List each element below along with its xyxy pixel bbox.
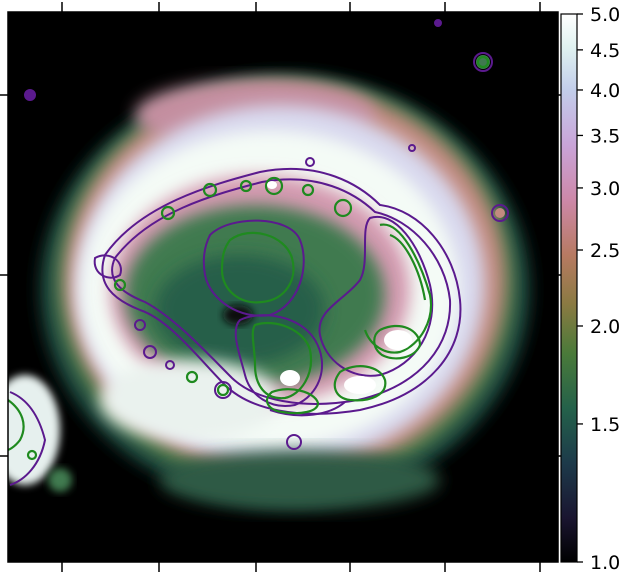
colorbar: 5.0 4.5 4.0 3.5 3.0 2.5 2.0 1.5 1.0 [560,4,620,574]
colorbar-tick-label: 3.0 [590,178,620,200]
colorbar-gradient [560,13,578,563]
image-panel [8,12,558,562]
colorbar-tick-label: 1.0 [590,552,620,574]
contour-cores [267,181,412,394]
colorbar-ticks: 5.0 4.5 4.0 3.5 3.0 2.5 2.0 1.5 1.0 [577,4,620,574]
colorbar-tick-label: 4.0 [590,80,620,102]
colorbar-tick-label: 2.0 [590,316,620,338]
colorbar-tick-label: 3.5 [590,125,620,147]
colorbar-tick-label: 1.5 [590,414,620,436]
contours-outer [9,19,509,486]
colorbar-tick-label: 2.5 [590,240,620,262]
contours-inner [8,55,490,461]
colorbar-tick-label: 5.0 [590,4,620,26]
colorbar-tick-label: 4.5 [590,40,620,62]
